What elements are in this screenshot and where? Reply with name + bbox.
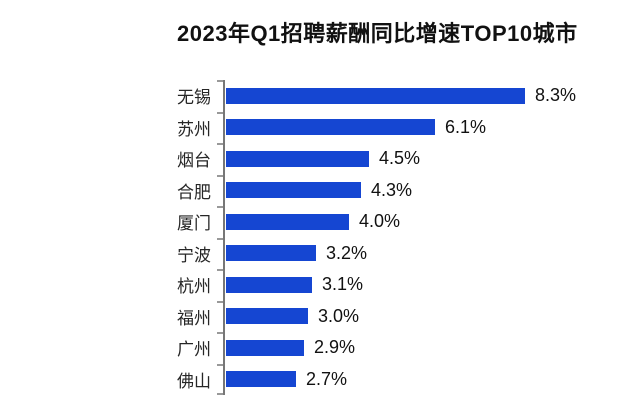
value-label: 4.5% [379, 148, 421, 169]
bar [226, 276, 312, 293]
chart-row: 广州 2.9% [177, 332, 617, 364]
category-label: 厦门 [177, 214, 211, 234]
axis-tick [217, 300, 223, 303]
axis-tick [217, 237, 223, 240]
chart-row: 福州 3.0% [177, 301, 617, 333]
category-label: 佛山 [177, 371, 211, 391]
bar-track: 6.1% [223, 112, 617, 144]
chart-row: 厦门 4.0% [177, 206, 617, 238]
bar-track: 4.3% [223, 175, 617, 207]
axis-tick [217, 143, 223, 145]
axis-tick [217, 269, 223, 271]
axis-tick [217, 80, 223, 82]
chart-row: 宁波 3.2% [177, 238, 617, 270]
value-label: 3.1% [322, 274, 364, 295]
bar [226, 308, 308, 325]
chart-row: 杭州 3.1% [177, 269, 617, 301]
category-label: 苏州 [177, 119, 211, 139]
bar [226, 87, 525, 104]
value-label: 4.0% [359, 211, 401, 232]
value-label: 3.0% [318, 305, 360, 326]
bar-track: 4.5% [223, 143, 617, 175]
axis-tick [217, 393, 223, 395]
value-label: 2.7% [306, 368, 348, 389]
category-label: 无锡 [177, 88, 211, 108]
axis-tick [217, 332, 223, 334]
axis-tick [217, 174, 223, 177]
bar [226, 213, 349, 230]
bar [226, 150, 369, 167]
value-label: 2.9% [314, 337, 356, 358]
category-label: 宁波 [177, 245, 211, 265]
bar [226, 119, 435, 136]
axis-tick [217, 111, 223, 114]
axis-tick [217, 363, 223, 366]
chart-title: 2023年Q1招聘薪酬同比增速TOP10城市 [177, 21, 578, 46]
axis-tick [217, 206, 223, 208]
value-label: 8.3% [535, 85, 577, 106]
bar [226, 371, 296, 388]
chart-row: 烟台 4.5% [177, 143, 617, 175]
category-label: 合肥 [177, 182, 211, 202]
bar-track: 2.9% [223, 332, 617, 364]
bar-track: 3.2% [223, 238, 617, 270]
chart-row: 合肥 4.3% [177, 175, 617, 207]
bar-track: 4.0% [223, 206, 617, 238]
category-label: 烟台 [177, 151, 211, 171]
bar-track: 2.7% [223, 364, 617, 396]
bar-track: 3.0% [223, 301, 617, 333]
bar-track: 3.1% [223, 269, 617, 301]
y-axis-line [223, 80, 225, 395]
bar [226, 182, 361, 199]
chart-row: 无锡 8.3% [177, 80, 617, 112]
value-label: 6.1% [445, 116, 487, 137]
bar-chart: 无锡 8.3% 苏州 6.1% 烟台 4.5% 合肥 4.3% 厦门 4.0% [177, 80, 617, 395]
category-label: 广州 [177, 340, 211, 360]
category-label: 杭州 [177, 277, 211, 297]
value-label: 3.2% [326, 242, 368, 263]
chart-row: 苏州 6.1% [177, 112, 617, 144]
chart-row: 佛山 2.7% [177, 364, 617, 396]
category-label: 福州 [177, 308, 211, 328]
y-axis-ticks [177, 80, 223, 395]
value-label: 4.3% [371, 179, 413, 200]
bar [226, 245, 316, 262]
chart-rows: 无锡 8.3% 苏州 6.1% 烟台 4.5% 合肥 4.3% 厦门 4.0% [177, 80, 617, 395]
bar-track: 8.3% [223, 80, 617, 112]
bar [226, 339, 304, 356]
